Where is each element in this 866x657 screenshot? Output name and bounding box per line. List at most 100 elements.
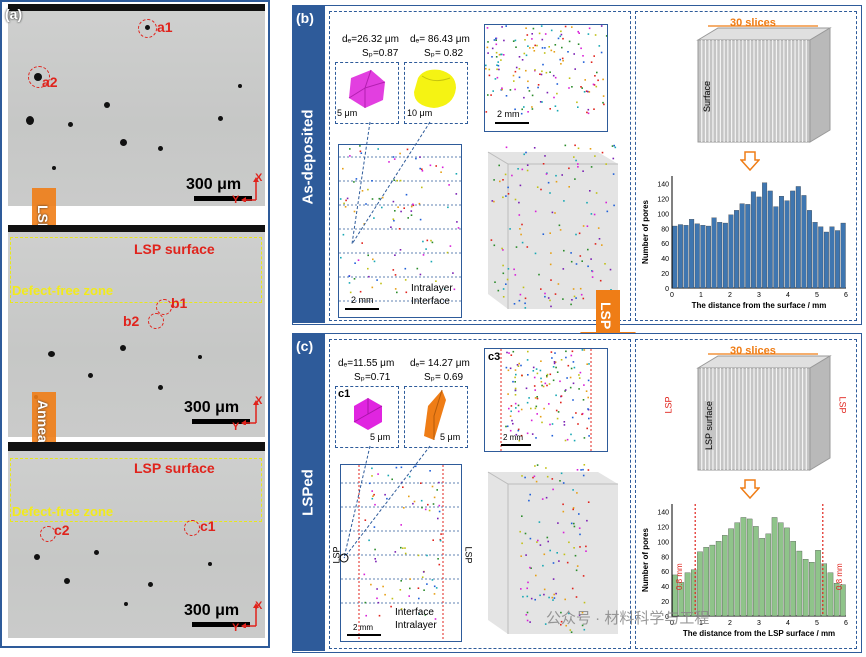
y-tick-label: 140 <box>657 181 669 188</box>
intralayer-label: Intralayer <box>411 283 453 294</box>
x-tick-label: 3 <box>757 620 761 627</box>
chart-bar <box>790 541 796 617</box>
y-tick-label: 60 <box>661 241 669 248</box>
panel-c-cube-chart: 30 slices LSP surface LSP LSP 0 20 40 60 80 1… <box>635 339 857 649</box>
y-tick-label: 140 <box>657 509 669 516</box>
chart-bar <box>795 186 801 289</box>
panel-b-cube-chart: 30 slices Surface 0 20 40 60 80 100 120 140 0 1 2 3… <box>635 11 857 321</box>
y-tick-label: 0 <box>665 286 669 293</box>
chart-bar <box>815 550 821 617</box>
y-tick-label: 60 <box>661 569 669 576</box>
pore2-scale: 10 μm <box>407 108 433 118</box>
pore-volume-3d <box>487 464 618 634</box>
cube-face-label: Surface <box>702 80 712 112</box>
chart-bar <box>740 517 747 617</box>
chart-bar <box>717 222 723 289</box>
chart-bar <box>833 583 840 617</box>
pore2-de: dₑ= 14.27 μm <box>410 358 470 369</box>
y-tick-label: 80 <box>661 226 669 233</box>
cube-top-label: 30 slices <box>730 345 776 357</box>
chart-bar <box>703 547 709 617</box>
chart-bar <box>709 544 716 617</box>
pore2-sp: Sₚ= 0.82 <box>424 48 464 59</box>
pore-distribution-chart-lsped: 0 20 40 60 80 100 120 140 0 1 2 3 4 5 6 The distance fr… <box>641 504 848 638</box>
chart-bar <box>706 225 711 289</box>
panel-b-pore-views: dₑ=26.32 μm Sₚ=0.87 dₑ= 86.43 μm Sₚ= 0.8… <box>329 11 631 321</box>
axis-x: X <box>255 600 263 612</box>
pore-volume-3d <box>487 144 618 309</box>
scale-label: 300 μm <box>186 176 242 193</box>
chart-bar <box>818 226 824 289</box>
interface-label: Interface <box>395 607 434 618</box>
chart-bar <box>773 206 779 289</box>
pore2-scale: 5 μm <box>440 432 461 442</box>
as-deposited-label: As-deposited <box>299 109 317 205</box>
lsp-right: LSP <box>837 396 848 414</box>
pore1-scale: 5 μm <box>337 108 358 118</box>
chart-bar <box>796 550 803 617</box>
chart-bar <box>801 195 807 289</box>
slice-cube-lsp <box>696 353 832 471</box>
chart-bar <box>734 210 739 289</box>
label-b2: b2 <box>123 313 140 329</box>
x-tick-label: 1 <box>699 292 703 299</box>
chart-bar <box>739 203 745 289</box>
label-a2: a2 <box>42 74 58 90</box>
mm-right: 0.8 mm <box>835 563 844 590</box>
chart-bar <box>827 572 834 617</box>
defect-free-label: Defect-free zone <box>12 283 114 298</box>
chart-bar <box>684 572 691 617</box>
pore2-sp: Sₚ= 0.69 <box>424 372 464 383</box>
y-tick-label: 100 <box>657 539 669 546</box>
pore1-de: dₑ=11.55 μm <box>338 358 395 369</box>
y-tick-label: 40 <box>661 584 669 591</box>
chart-bar <box>812 222 818 289</box>
chart-bar <box>722 535 728 617</box>
cube-top-label: 30 slices <box>730 17 776 29</box>
y-tick-label: 0 <box>665 614 669 621</box>
chart-bar <box>784 200 790 289</box>
chart-bar <box>756 196 762 289</box>
panel-c-tag: (c) <box>296 338 314 354</box>
y-tick-label: 80 <box>661 554 669 561</box>
x-axis-label: The distance from the surface / mm <box>692 301 827 310</box>
chart-bar <box>777 522 784 617</box>
pore1-sp: Sₚ=0.71 <box>354 372 391 383</box>
chart-bar <box>689 219 695 289</box>
axis-y: Y <box>232 421 240 433</box>
chart-bar <box>790 190 796 289</box>
pore1-de: dₑ=26.32 μm <box>342 34 400 45</box>
panel-b: (b) As-deposited dₑ=26.32 μm Sₚ=0.87 dₑ=… <box>292 5 862 325</box>
defect-free-label: Defect-free zone <box>12 504 114 519</box>
chart-bar <box>835 230 841 289</box>
label-c1: c1 <box>200 518 216 534</box>
chart-bar <box>683 225 689 289</box>
intralayer-label: Intralayer <box>395 620 437 631</box>
chart-bar <box>829 226 835 289</box>
scale-2mm: 2 mm <box>497 109 520 119</box>
y-axis-label: Number of pores <box>641 199 650 264</box>
chart-bar <box>746 518 753 617</box>
x-tick-label: 1 <box>699 620 703 627</box>
chart-bar <box>690 569 697 617</box>
panel-a-tag: (a) <box>5 6 23 22</box>
label-a1: a1 <box>157 19 173 35</box>
chart-bar <box>840 584 846 617</box>
chart-bar <box>697 551 703 617</box>
x-tick-label: 3 <box>757 292 761 299</box>
chart-bar <box>840 222 846 289</box>
lsped-label: LSPed <box>299 469 317 516</box>
chart-bar <box>678 582 685 617</box>
panel-c-sidebar: (c) LSPed <box>293 334 325 651</box>
chart-bar <box>802 559 809 617</box>
pore-magenta <box>353 398 383 430</box>
micrograph-as-deposited: a1 a2 300 μm X Y <box>8 4 265 206</box>
chart-bar <box>767 190 773 289</box>
x-tick-label: 5 <box>815 620 819 627</box>
slice-view: 2 mm Interface Intralayer <box>340 464 462 642</box>
x-tick-label: 2 <box>728 292 732 299</box>
x-tick-label: 6 <box>844 292 848 299</box>
pore2-de: dₑ= 86.43 μm <box>410 34 470 45</box>
chart-bar <box>809 562 815 617</box>
scale-2mm: 2 mm <box>503 433 523 442</box>
